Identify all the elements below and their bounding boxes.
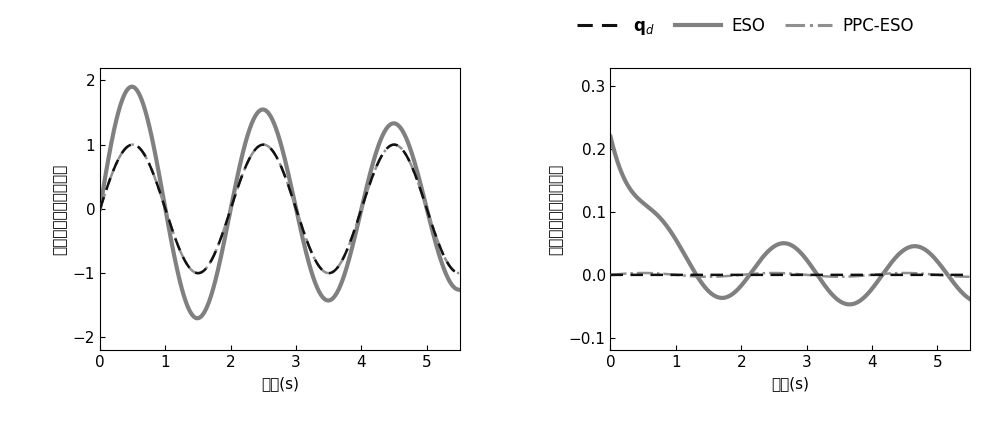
X-axis label: 时间(s): 时间(s) (771, 376, 809, 391)
X-axis label: 时间(s): 时间(s) (261, 376, 299, 391)
Y-axis label: 检测模态位移跟踪轨迹: 检测模态位移跟踪轨迹 (548, 163, 563, 254)
Y-axis label: 驱动模态位移跟踪轨迹: 驱动模态位移跟踪轨迹 (52, 163, 67, 254)
Legend: $\mathbf{q}_d$, ESO, PPC-ESO: $\mathbf{q}_d$, ESO, PPC-ESO (570, 11, 920, 44)
